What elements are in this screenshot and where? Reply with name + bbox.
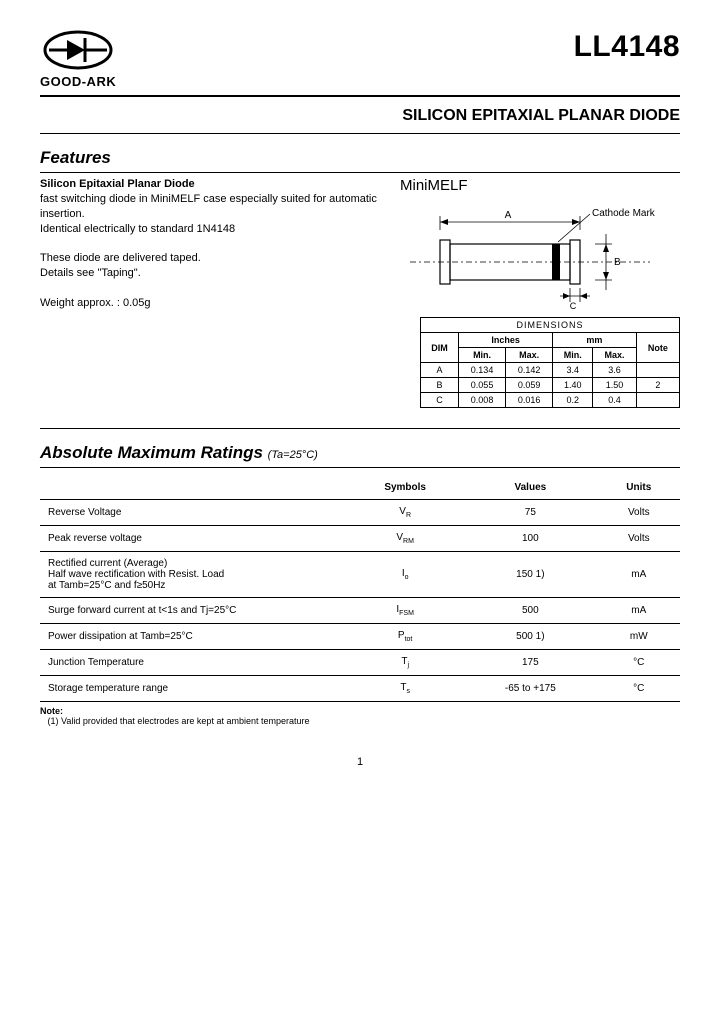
brand-logo-block: GOOD-ARK	[40, 30, 116, 89]
ratings-table: Symbols Values Units Reverse VoltageVR75…	[40, 476, 680, 702]
page-subtitle: SILICON EPITAXIAL PLANAR DIODE	[40, 107, 680, 125]
diode-logo-icon	[43, 30, 113, 70]
features-subheading: Silicon Epitaxial Planar Diode	[40, 178, 195, 190]
svg-text:B: B	[614, 257, 621, 268]
dimensions-table: DIMENSIONS DIM Inches mm Note Min.Max. M…	[420, 317, 680, 408]
table-row: A0.1340.1423.43.6	[421, 363, 680, 378]
note-block: Note: (1) Valid provided that electrodes…	[40, 706, 680, 726]
svg-text:Cathode Mark: Cathode Mark	[592, 208, 656, 219]
divider	[40, 428, 680, 429]
brand-name: GOOD-ARK	[40, 74, 116, 89]
package-title: MiniMELF	[400, 177, 680, 194]
table-row: C0.0080.0160.20.4	[421, 393, 680, 408]
svg-text:A: A	[505, 210, 512, 221]
table-row: Storage temperature rangeTs-65 to +175°C	[40, 676, 680, 702]
table-row: Surge forward current at t<1s and Tj=25°…	[40, 598, 680, 624]
part-number: LL4148	[574, 30, 680, 64]
divider	[40, 95, 680, 97]
table-row: B0.0550.0591.401.502	[421, 378, 680, 393]
features-heading: Features	[40, 148, 680, 168]
ratings-heading: Absolute Maximum Ratings (Ta=25°C)	[40, 443, 680, 463]
table-row: Power dissipation at Tamb=25°CPtot500 1)…	[40, 624, 680, 650]
table-row: Rectified current (Average) Half wave re…	[40, 552, 680, 598]
table-row: Peak reverse voltageVRM100Volts	[40, 526, 680, 552]
page-number: 1	[40, 756, 680, 768]
divider	[40, 133, 680, 134]
table-row: Reverse VoltageVR75Volts	[40, 500, 680, 526]
divider	[40, 467, 680, 468]
table-row: Junction TemperatureTj175°C	[40, 650, 680, 676]
svg-text:C: C	[570, 301, 577, 311]
divider	[40, 172, 680, 173]
features-text: Silicon Epitaxial Planar Diode fast swit…	[40, 177, 380, 408]
package-outline-diagram: A B C Cathode Mark	[400, 202, 660, 312]
